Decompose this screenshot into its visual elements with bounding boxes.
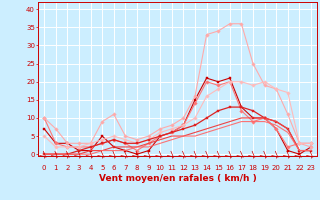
X-axis label: Vent moyen/en rafales ( km/h ): Vent moyen/en rafales ( km/h ) (99, 174, 256, 183)
